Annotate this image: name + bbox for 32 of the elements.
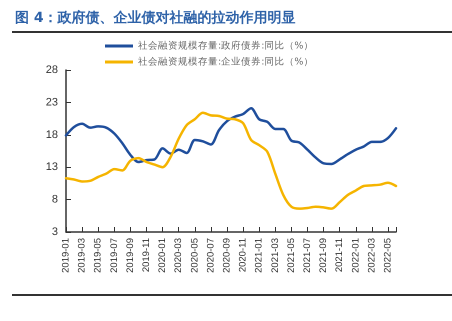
legend-label: 社会融资规模存量:政府债券:同比（%） (138, 40, 314, 52)
x-tick-label: 2022-01 (350, 238, 362, 273)
x-tick-label: 2021-01 (254, 238, 265, 273)
x-tick-label: 2022-03 (366, 238, 378, 273)
x-tick-label: 2021-07 (302, 238, 313, 273)
x-tick-label: 2019-03 (76, 238, 88, 273)
y-tick-label: 18 (46, 128, 58, 141)
x-tick-label: 2021-09 (318, 238, 330, 273)
x-tick-label: 2021-05 (286, 238, 297, 273)
legend-label: 社会融资规模存量:企业债券:同比（%） (138, 56, 314, 68)
x-tick-label: 2022-05 (382, 238, 394, 273)
x-tick-label: 2019-05 (92, 238, 104, 273)
x-tick-label: 2019-09 (124, 238, 136, 273)
y-tick-label: 8 (52, 194, 58, 206)
x-tick-label: 2020-05 (189, 238, 200, 273)
x-tick-label: 2019-11 (140, 238, 152, 272)
x-tick-label: 2019-07 (108, 238, 120, 273)
chart-title: 图 4：政府债、企业债对社融的拉动作用明显 (15, 9, 296, 26)
x-tick-label: 2020-01 (157, 238, 168, 273)
line-series (64, 112, 398, 210)
x-tick-label: 2020-11 (238, 238, 249, 272)
x-tick-label: 2021-11 (334, 238, 346, 272)
y-tick-label: 13 (46, 161, 58, 174)
x-tick-label: 2020-03 (173, 238, 184, 273)
y-tick-label: 3 (52, 226, 58, 238)
x-tick-label: 2019-01 (60, 238, 72, 273)
y-tick-label: 28 (46, 64, 58, 76)
x-tick-label: 2020-09 (221, 238, 232, 273)
x-tick-label: 2020-07 (205, 238, 216, 273)
line-series (64, 106, 398, 166)
x-tick-label: 2021-03 (270, 238, 281, 273)
y-tick-label: 23 (46, 96, 58, 108)
